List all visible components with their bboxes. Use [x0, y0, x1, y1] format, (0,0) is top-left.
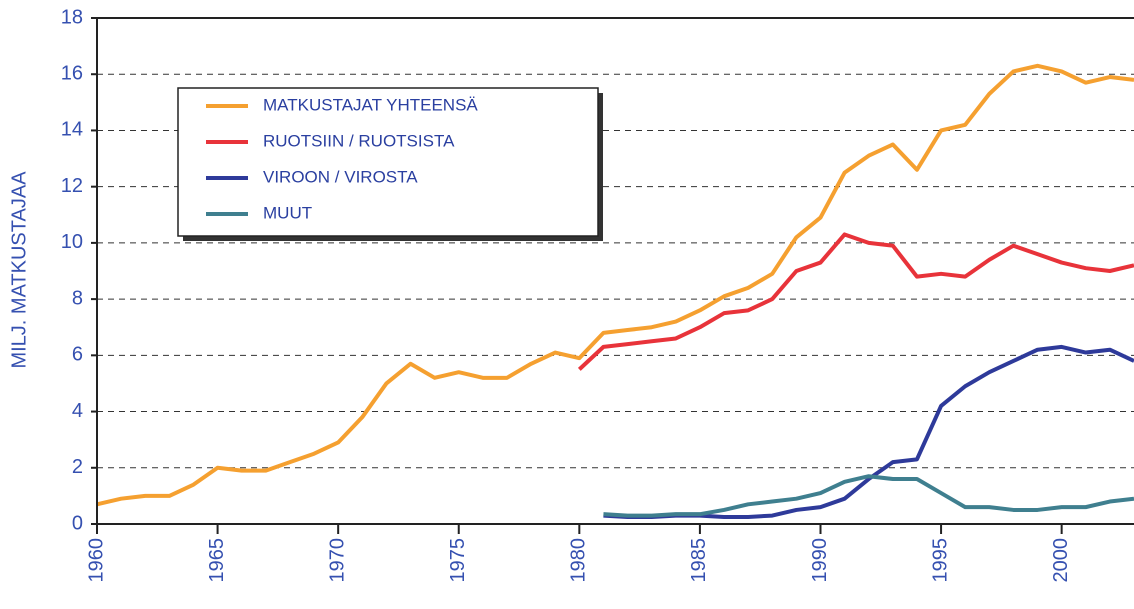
- legend-box: [177, 87, 599, 237]
- y-axis-label: MILJ. MATKUSTAJAA: [8, 171, 30, 369]
- y-tick-label: 2: [72, 456, 83, 478]
- legend-label: MATKUSTAJAT YHTEENSÄ: [263, 95, 478, 114]
- x-tick-label: 2000: [1050, 538, 1072, 583]
- x-tick-label: 1965: [206, 538, 228, 583]
- y-tick-label: 8: [72, 287, 83, 309]
- legend: MATKUSTAJAT YHTEENSÄ RUOTSIIN / RUOTSISTA…: [177, 87, 603, 241]
- x-tick-label: 1995: [929, 538, 951, 583]
- y-tick-label: 10: [61, 231, 83, 253]
- plot-frame: [96, 17, 1134, 525]
- series-line: [603, 344, 1134, 519]
- y-tick-label: 0: [72, 512, 83, 534]
- legend-label: MUUT: [263, 203, 312, 222]
- y-tick-label: 14: [61, 119, 83, 141]
- y-tick-label: 12: [61, 175, 83, 197]
- y-tick-label: 4: [72, 400, 83, 422]
- x-tick-label: 1990: [809, 538, 831, 583]
- y-tick-label: 16: [61, 63, 83, 85]
- y-tick-label: 18: [61, 6, 83, 28]
- series-line: [603, 474, 1134, 518]
- x-tick-label: 1985: [688, 538, 710, 583]
- legend-label: RUOTSIIN / RUOTSISTA: [263, 131, 455, 150]
- x-tick-label: 1960: [85, 538, 107, 583]
- series-line: [577, 232, 1134, 371]
- legend-label: VIROON / VIROSTA: [263, 167, 418, 186]
- x-tick-label: 1975: [447, 538, 469, 583]
- x-tick-label: 1980: [568, 538, 590, 583]
- y-tick-label: 6: [72, 344, 83, 366]
- x-tick-label: 1970: [326, 538, 348, 583]
- series-line: [96, 63, 1134, 507]
